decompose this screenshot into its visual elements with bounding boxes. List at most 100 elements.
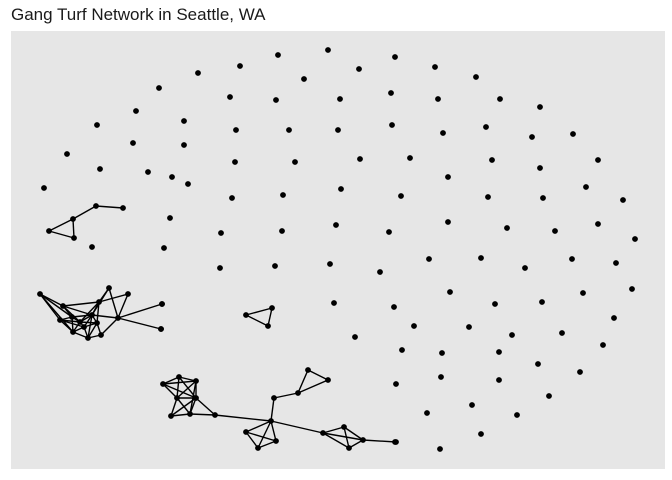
network-node	[341, 424, 347, 430]
network-edge	[176, 380, 197, 399]
network-edge	[322, 432, 364, 441]
network-node	[483, 124, 489, 130]
network-node	[392, 54, 398, 60]
network-edge	[98, 293, 129, 303]
network-node	[389, 122, 395, 128]
network-node	[295, 390, 301, 396]
network-edge	[48, 230, 75, 239]
network-node	[352, 334, 358, 340]
network-node	[81, 324, 87, 330]
network-node	[229, 195, 235, 201]
network-node	[537, 165, 543, 171]
network-node	[559, 330, 565, 336]
network-edge	[170, 413, 191, 417]
network-edge	[87, 322, 98, 339]
network-edge	[162, 376, 180, 385]
network-node	[120, 205, 126, 211]
network-node	[269, 305, 275, 311]
network-node	[445, 219, 451, 225]
network-node	[522, 265, 528, 271]
network-edge	[59, 319, 74, 333]
network-edge	[117, 317, 162, 330]
network-edge	[362, 439, 397, 443]
network-node	[478, 255, 484, 261]
network-node	[424, 410, 430, 416]
network-node	[279, 228, 285, 234]
network-node	[496, 349, 502, 355]
network-node	[69, 314, 75, 320]
network-node	[130, 140, 136, 146]
network-node	[272, 263, 278, 269]
network-edge	[189, 413, 216, 416]
network-node	[331, 300, 337, 306]
network-edge	[62, 305, 81, 323]
network-node	[435, 96, 441, 102]
network-edge	[270, 397, 275, 422]
network-edge	[307, 369, 329, 381]
network-node	[275, 52, 281, 58]
network-edge	[162, 383, 197, 399]
network-node	[426, 256, 432, 262]
network-node	[356, 66, 362, 72]
network-node	[85, 335, 91, 341]
network-node	[167, 215, 173, 221]
network-node	[233, 127, 239, 133]
network-edge	[214, 414, 272, 422]
network-node	[496, 377, 502, 383]
network-edge	[117, 303, 163, 319]
network-node	[535, 361, 541, 367]
network-node	[115, 315, 121, 321]
network-node	[529, 134, 535, 140]
network-edge	[96, 301, 100, 324]
network-node	[292, 159, 298, 165]
network-node	[93, 203, 99, 209]
network-edge	[176, 376, 180, 399]
network-node	[377, 269, 383, 275]
chart-title: Gang Turf Network in Seattle, WA	[11, 5, 266, 24]
network-edge	[62, 301, 100, 307]
network-node	[96, 299, 102, 305]
network-edge	[257, 420, 272, 449]
network-edge	[170, 397, 178, 417]
network-edge	[257, 440, 277, 449]
network-node	[570, 131, 576, 137]
network-edge	[48, 218, 74, 232]
network-node	[613, 260, 619, 266]
network-node	[611, 315, 617, 321]
network-node	[388, 90, 394, 96]
network-node	[357, 156, 363, 162]
network-node	[125, 291, 131, 297]
network-edge	[297, 379, 329, 394]
network-node	[174, 395, 180, 401]
network-edge	[245, 420, 272, 433]
network-node	[268, 418, 274, 424]
network-edge	[297, 369, 309, 394]
network-node	[243, 312, 249, 318]
network-node	[569, 256, 575, 262]
network-node	[546, 393, 552, 399]
network-edge	[267, 307, 273, 327]
network-node	[169, 174, 175, 180]
network-node	[437, 446, 443, 452]
nodes	[37, 47, 638, 452]
network-node	[393, 381, 399, 387]
network-node	[577, 369, 583, 375]
network-edge	[117, 293, 129, 319]
network-node	[195, 70, 201, 76]
network-edge	[322, 426, 345, 434]
network-node	[181, 142, 187, 148]
network-edge	[72, 218, 75, 239]
network-edge	[79, 301, 100, 323]
network-node	[392, 439, 398, 445]
network-node	[595, 157, 601, 163]
network-edge	[162, 380, 197, 385]
network-node	[445, 174, 451, 180]
network-edge	[162, 383, 178, 399]
network-node	[583, 184, 589, 190]
network-node	[193, 378, 199, 384]
network-node	[552, 228, 558, 234]
network-edge	[39, 293, 74, 333]
network-node	[346, 445, 352, 451]
network-node	[77, 319, 83, 325]
network-node	[509, 332, 515, 338]
